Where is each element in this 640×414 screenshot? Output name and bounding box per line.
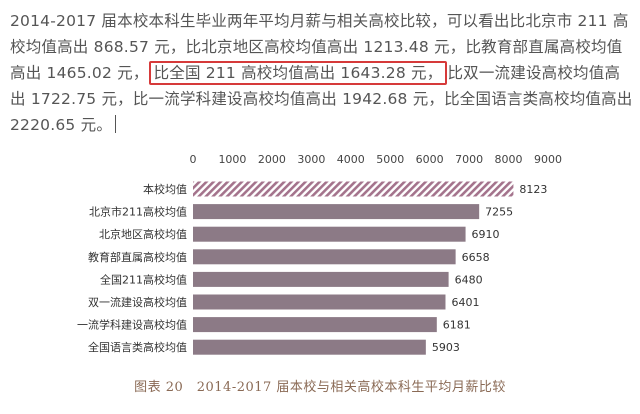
value-label: 6181 <box>443 319 471 332</box>
value-label: 8123 <box>519 183 547 196</box>
x-tick-label: 2000 <box>258 153 286 166</box>
category-label: 全国211高校均值 <box>100 272 187 286</box>
x-tick-label: 8000 <box>495 153 523 166</box>
bars: 本校均值 8123 北京市211高校均值 7255 北京地区高校均值 6910 教育部直属高… <box>77 181 547 355</box>
category-label: 本校均值 <box>143 182 187 196</box>
x-tick-label: 9000 <box>534 153 562 166</box>
bar <box>193 249 456 265</box>
salary-bar-chart: 0 1000 2000 3000 4000 5000 6000 7000 8000 9000 本校… <box>77 153 563 355</box>
value-label: 6658 <box>462 251 490 264</box>
x-tick-label: 0 <box>190 153 197 166</box>
summary-paragraph: 2014-2017 届本校本科生毕业两年平均月薪与相关高校比较，可以看出比北京市… <box>10 8 635 138</box>
value-label: 5903 <box>432 341 460 354</box>
x-tick-label: 1000 <box>218 153 246 166</box>
figure-caption: 图表 20 2014-2017 届本校与相关高校本科生平均月薪比较 <box>134 380 506 395</box>
value-label: 6401 <box>451 296 479 309</box>
bar <box>193 271 449 287</box>
value-label: 7255 <box>485 206 513 219</box>
x-axis: 0 1000 2000 3000 4000 5000 6000 7000 8000 9000 <box>190 153 563 166</box>
bar <box>193 339 426 355</box>
category-label: 全国语言类高校均值 <box>88 340 187 354</box>
x-tick-label: 3000 <box>297 153 325 166</box>
paragraph-text-2: 比双一流建设高校均值高出 1722.75 元，比一流学科建设高校均值高出 194… <box>10 64 633 134</box>
x-tick-label: 5000 <box>376 153 404 166</box>
value-label: 6480 <box>455 273 483 286</box>
value-label: 6910 <box>472 228 500 241</box>
category-label: 一流学科建设高校均值 <box>77 318 187 332</box>
bar <box>193 204 480 220</box>
category-label: 北京市211高校均值 <box>89 205 187 219</box>
bar <box>193 317 437 333</box>
text-cursor <box>115 115 117 133</box>
x-tick-label: 6000 <box>416 153 444 166</box>
bar <box>193 226 466 242</box>
bar <box>193 181 514 197</box>
category-label: 双一流建设高校均值 <box>88 295 187 309</box>
paragraph-text-1: 2014-2017 届本校本科生毕业两年平均月薪与相关高校比较，可以看出比北京市… <box>10 12 629 82</box>
category-label: 教育部直属高校均值 <box>88 250 187 264</box>
highlighted-sentence: 比全国 211 高校均值高出 1643.28 元， <box>148 61 448 85</box>
x-tick-label: 4000 <box>337 153 365 166</box>
bar <box>193 294 446 310</box>
category-label: 北京地区高校均值 <box>99 227 187 241</box>
x-tick-label: 7000 <box>455 153 483 166</box>
